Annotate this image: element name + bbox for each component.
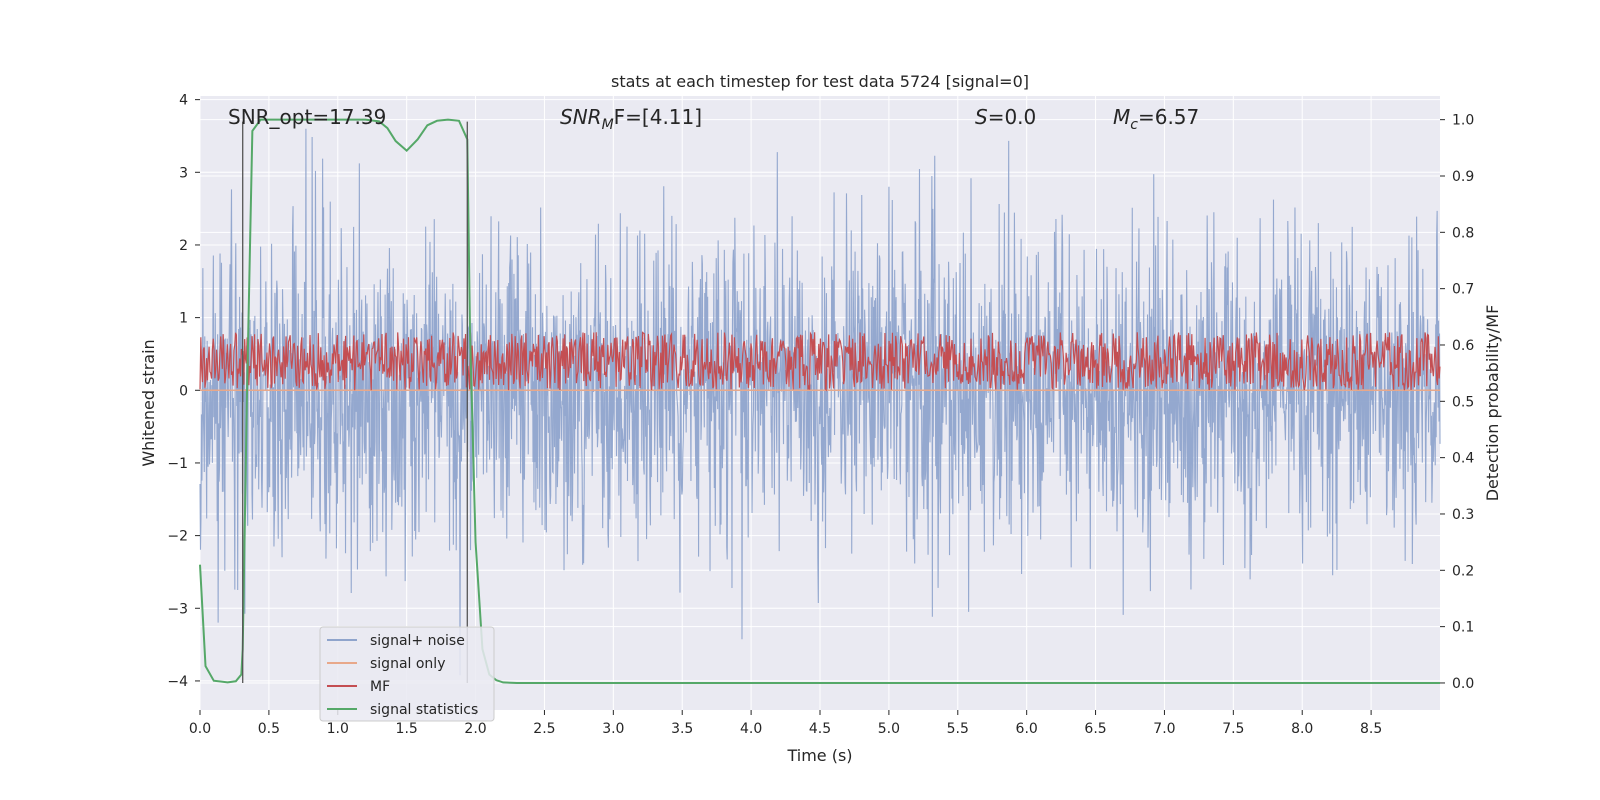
y-left-tick-label: −4 — [167, 674, 188, 690]
legend-label-mf: MF — [370, 679, 390, 695]
annotation-mc-subscript: c — [1130, 117, 1138, 133]
series-layer — [199, 118, 1441, 684]
x-tick-label: 6.0 — [1016, 721, 1038, 737]
y-right-tick-label: 0.8 — [1452, 225, 1474, 241]
annotation-snr-mf-value: F=[4.11] — [614, 105, 702, 129]
x-axis-label: Time (s) — [786, 746, 852, 765]
x-tick-label: 4.5 — [809, 721, 831, 737]
y-right-tick-label: 0.7 — [1452, 282, 1474, 298]
x-tick-label: 3.0 — [602, 721, 624, 737]
y-left-tick-label: 0 — [179, 383, 188, 399]
x-tick-label: 8.5 — [1360, 721, 1382, 737]
ticks-layer: 0.0 0.5 1.0 1.5 2.0 2.5 3.0 3.5 4.0 4.5 5.0 5.5 6.0 6… — [167, 93, 1474, 737]
y-axis-right-label: Detection probability/MF — [1483, 305, 1502, 502]
x-tick-label: 2.0 — [464, 721, 486, 737]
vline-layer — [242, 121, 468, 683]
y-left-tick-label: 1 — [179, 311, 188, 327]
y-left-tick-label: −3 — [167, 601, 188, 617]
legend-label-signal-only: signal only — [370, 656, 445, 672]
annotation-mc-symbol: M — [1113, 105, 1130, 129]
x-tick-label: 5.0 — [878, 721, 900, 737]
x-tick-label: 6.5 — [1084, 721, 1106, 737]
y-left-tick-label: 2 — [179, 238, 188, 254]
legend-box — [319, 626, 495, 722]
y-right-tick-label: 0.6 — [1452, 338, 1474, 354]
y-right-tick-label: 0.0 — [1452, 676, 1474, 692]
legend-label-signal-statistics: signal statistics — [370, 702, 478, 718]
y-right-tick-label: 1.0 — [1452, 113, 1474, 129]
y-right-tick-label: 0.9 — [1452, 169, 1474, 185]
annotation-s: S=0.0 — [975, 105, 1036, 129]
y-right-tick-label: 0.1 — [1452, 620, 1474, 636]
annotation-s-symbol: S — [975, 105, 988, 129]
annotation-s-value: =0.0 — [988, 105, 1037, 129]
x-tick-label: 2.5 — [533, 721, 555, 737]
x-tick-label: 0.0 — [189, 721, 211, 737]
x-tick-label: 1.5 — [396, 721, 418, 737]
series-line-signal-noise — [199, 128, 1441, 676]
annotation-snr-mf: SNRMF=[4.11] — [560, 105, 702, 133]
annotation-mc: Mc=6.57 — [1113, 105, 1199, 133]
y-left-tick-label: −2 — [167, 529, 188, 545]
y-left-tick-label: −1 — [167, 456, 188, 472]
x-tick-label: 5.5 — [947, 721, 969, 737]
y-right-tick-label: 0.4 — [1452, 451, 1474, 467]
x-tick-label: 7.0 — [1153, 721, 1175, 737]
legend-label-signal-noise: signal+ noise — [370, 633, 465, 649]
x-tick-label: 3.5 — [671, 721, 693, 737]
annotation-snr-mf-symbol: SNR — [560, 105, 602, 129]
y-left-tick-label: 4 — [179, 93, 188, 109]
y-axis-left-label: Whitened strain — [139, 339, 158, 466]
x-tick-label: 4.0 — [740, 721, 762, 737]
y-left-tick-label: 3 — [179, 165, 188, 181]
series-line-mf — [199, 331, 1441, 392]
y-right-tick-label: 0.2 — [1452, 563, 1474, 579]
legend: signal+ noise signal only MF signal stat… — [319, 626, 495, 722]
chart-title: stats at each timestep for test data 572… — [611, 72, 1029, 91]
y-right-tick-label: 0.5 — [1452, 394, 1474, 410]
x-tick-label: 8.0 — [1291, 721, 1313, 737]
x-tick-label: 1.0 — [327, 721, 349, 737]
y-right-tick-label: 0.3 — [1452, 507, 1474, 523]
x-tick-label: 0.5 — [258, 721, 280, 737]
x-tick-label: 7.5 — [1222, 721, 1244, 737]
annotation-snr-opt: SNR_opt=17.39 — [228, 105, 386, 129]
annotation-mc-value: =6.57 — [1138, 105, 1199, 129]
annotation-snr-mf-subscript: M — [602, 117, 614, 133]
